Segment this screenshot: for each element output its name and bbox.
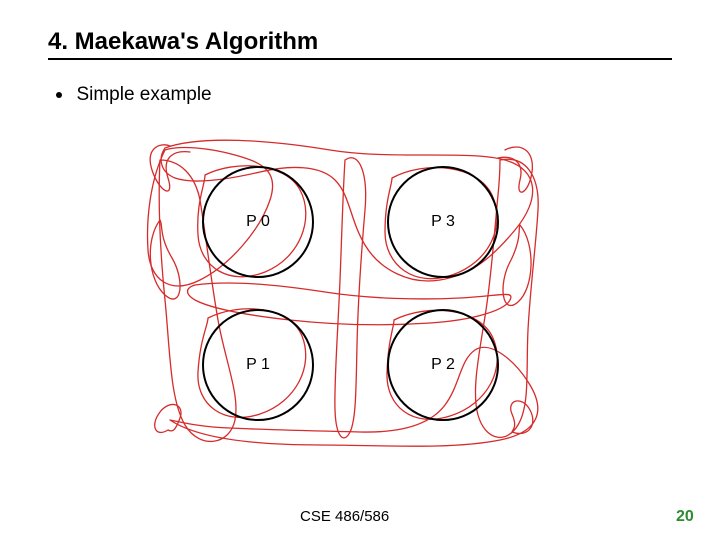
scribble-path [498,147,532,192]
scribble-path [188,283,511,325]
scribble-path [170,347,538,446]
scribble-path [150,220,180,299]
scribble-group [148,140,539,446]
node-label-p3: P 3 [431,213,455,231]
scribble-path [150,145,190,191]
node-label-p0: P 0 [246,213,270,231]
nodes-group [203,167,498,420]
footer-course: CSE 486/586 [300,508,389,525]
scribble-path [335,158,366,438]
node-label-p2: P 2 [431,356,455,374]
scribble-path [475,159,538,437]
diagram-canvas [0,0,720,540]
scribble-path [503,225,531,306]
node-label-p1: P 1 [246,356,270,374]
scribble-path [155,404,181,432]
page-number: 20 [676,508,694,526]
